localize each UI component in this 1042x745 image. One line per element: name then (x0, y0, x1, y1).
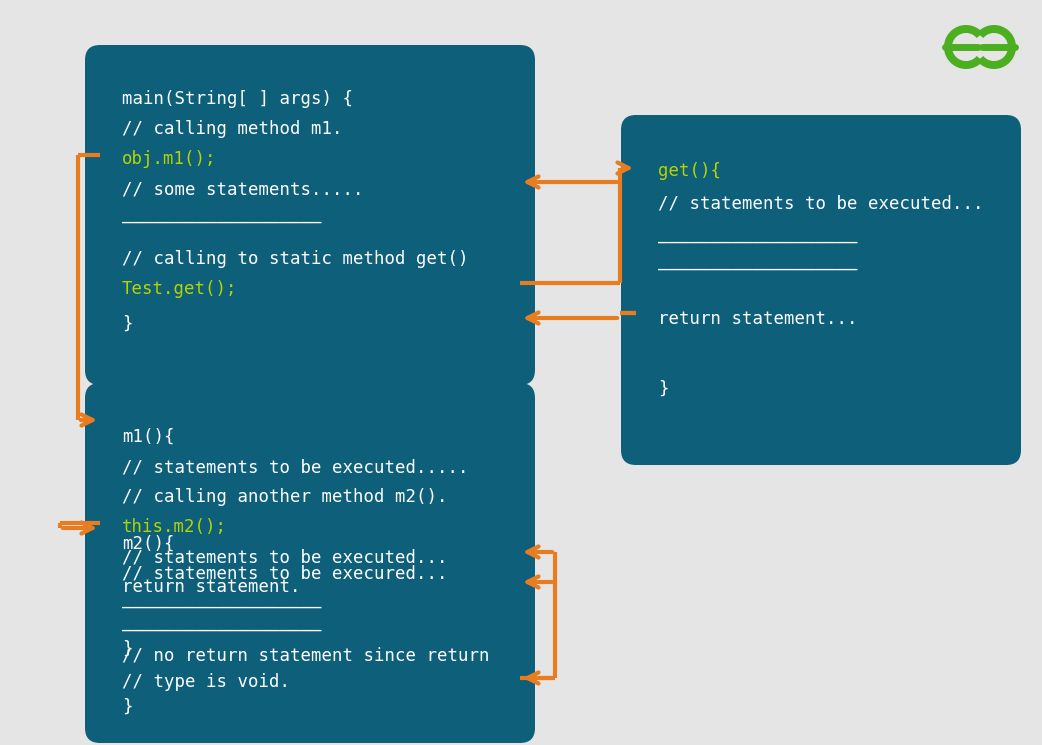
Text: // some statements.....: // some statements..... (122, 180, 364, 198)
Text: ___________________: ___________________ (658, 252, 858, 270)
Text: ___________________: ___________________ (658, 225, 858, 243)
Text: // calling method m1.: // calling method m1. (122, 120, 343, 138)
Text: ___________________: ___________________ (122, 613, 322, 631)
Text: this.m2();: this.m2(); (122, 518, 227, 536)
FancyBboxPatch shape (85, 493, 535, 743)
Text: // no return statement since return: // no return statement since return (122, 646, 490, 664)
Text: }: } (122, 640, 132, 658)
Text: }: } (658, 380, 669, 398)
Text: }: } (122, 698, 132, 716)
Text: }: } (122, 315, 132, 333)
Text: ___________________: ___________________ (122, 205, 322, 223)
Text: obj.m1();: obj.m1(); (122, 150, 217, 168)
Text: m2(){: m2(){ (122, 535, 174, 553)
Text: m1(){: m1(){ (122, 428, 174, 446)
Text: main(String[ ] args) {: main(String[ ] args) { (122, 90, 353, 108)
FancyBboxPatch shape (85, 45, 535, 385)
Wedge shape (944, 25, 983, 69)
FancyBboxPatch shape (621, 115, 1021, 465)
Text: // statements to be executed...: // statements to be executed... (658, 195, 984, 213)
Text: Test.get();: Test.get(); (122, 280, 238, 298)
Text: return statement...: return statement... (658, 310, 858, 328)
FancyBboxPatch shape (85, 383, 535, 703)
Text: get(){: get(){ (658, 162, 721, 180)
Text: // calling another method m2().: // calling another method m2(). (122, 488, 447, 506)
Text: // calling to static method get(): // calling to static method get() (122, 250, 469, 268)
Wedge shape (977, 25, 1016, 69)
Text: // statements to be executed.....: // statements to be executed..... (122, 458, 469, 476)
Text: // statements to be execured...: // statements to be execured... (122, 565, 447, 583)
Text: // statements to be executed...: // statements to be executed... (122, 548, 447, 566)
Text: ___________________: ___________________ (122, 590, 322, 608)
Text: return statement.: return statement. (122, 578, 300, 596)
Text: // type is void.: // type is void. (122, 673, 290, 691)
